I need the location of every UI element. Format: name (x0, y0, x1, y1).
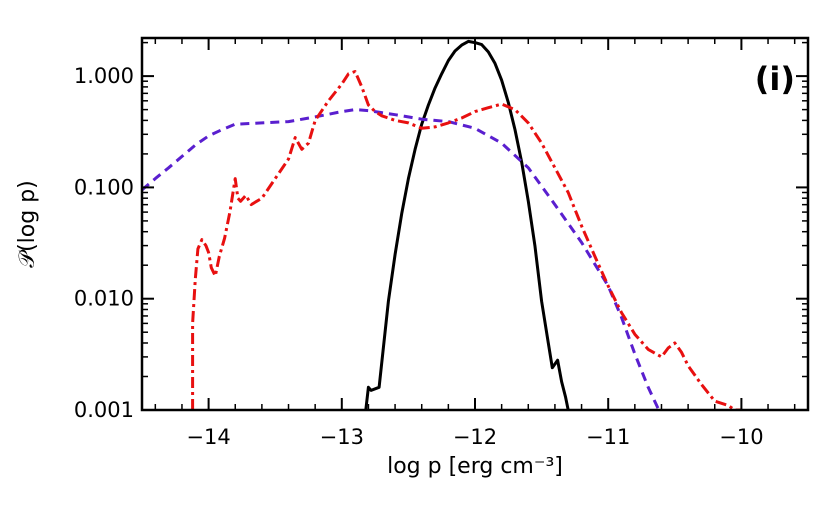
series-line-solid (364, 39, 570, 410)
plot-frame (140, 36, 810, 412)
y-tick-label: 1.000 (74, 64, 134, 88)
x-tick-label: −14 (186, 425, 230, 449)
y-axis-label: 𝒫(log p) (15, 180, 40, 268)
x-tick-label: −10 (719, 425, 763, 449)
x-axis-label: log p [erg cm⁻³] (387, 454, 563, 479)
y-tick-label: 0.001 (74, 398, 134, 422)
series-line-dash-dot (191, 70, 742, 410)
tick-layer: −14 −13 −12 −11 −10 0.001 0.010 0.100 1.000 (74, 38, 808, 449)
x-tick-label: −13 (320, 425, 364, 449)
series-layer (142, 39, 742, 410)
series-line-dashed (142, 108, 661, 410)
y-tick-label: 0.100 (74, 175, 134, 199)
y-tick-label: 0.010 (74, 287, 134, 311)
x-tick-label: −12 (453, 425, 497, 449)
x-tick-label: −11 (586, 425, 630, 449)
panel-label: (i) (755, 60, 795, 98)
